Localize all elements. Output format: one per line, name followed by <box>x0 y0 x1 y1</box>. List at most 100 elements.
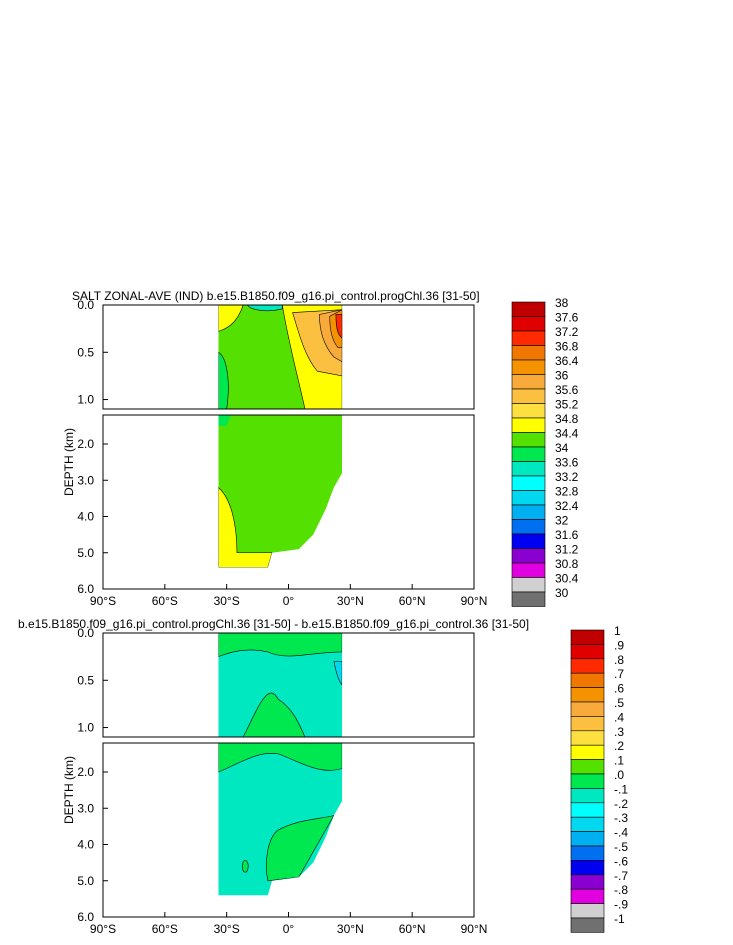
y-tick-label: 0.0 <box>77 298 94 312</box>
colorbar-label: 31.6 <box>555 528 579 542</box>
colorbar-swatch <box>570 759 605 775</box>
y-axis-label: DEPTH (km) <box>62 428 76 496</box>
colorbar-label: 33.6 <box>555 456 579 470</box>
diff-neg-patch <box>333 661 343 686</box>
contour-plot-1: SALT ZONAL-AVE (IND) b.e15.B1850.f09_g16… <box>62 289 579 608</box>
x-tick-label: 90°N <box>461 922 488 936</box>
colorbar-swatch <box>511 388 546 404</box>
colorbar-label: 32.8 <box>555 485 579 499</box>
y-tick-label: 3.0 <box>77 473 94 487</box>
colorbar-label: 1 <box>614 624 621 638</box>
colorbar-label: 35.2 <box>555 398 579 412</box>
colorbar-swatch <box>511 490 546 506</box>
colorbar-label: 34.4 <box>555 427 579 441</box>
salt-contour-372 <box>335 314 343 339</box>
x-tick-label: 60°S <box>152 594 178 608</box>
colorbar-swatch <box>511 301 546 317</box>
colorbar-label: 37.2 <box>555 325 579 339</box>
colorbar-swatch <box>511 374 546 390</box>
colorbar-swatch <box>511 562 546 578</box>
colorbar-swatch <box>570 816 605 832</box>
colorbar-label: 38 <box>555 296 569 310</box>
colorbar-label: 32 <box>555 514 569 528</box>
colorbar-swatch <box>511 359 546 375</box>
diff-deep-lower <box>266 815 335 882</box>
y-tick-label: 1.0 <box>77 393 94 407</box>
colorbar-label: .2 <box>614 739 624 753</box>
x-tick-label: 90°N <box>461 594 488 608</box>
colorbar-swatch <box>570 730 605 746</box>
y-tick-label: 2.0 <box>77 437 94 451</box>
colorbar: 3837.637.236.836.43635.635.234.834.43433… <box>511 296 579 607</box>
colorbar-label: -.8 <box>614 883 628 897</box>
colorbar-label: 36.8 <box>555 340 579 354</box>
upper-panel-frame <box>102 304 475 410</box>
lower-panel-fill <box>218 743 343 896</box>
colorbar-label: -.5 <box>614 840 628 854</box>
colorbar-label: 36 <box>555 369 569 383</box>
diff-deep-upper <box>218 743 343 773</box>
y-tick-label: 0.5 <box>77 673 94 687</box>
colorbar-label: 34 <box>555 441 569 455</box>
colorbar-swatch <box>511 403 546 419</box>
colorbar-label: .4 <box>614 710 624 724</box>
y-tick-label: 1.0 <box>77 721 94 735</box>
x-tick-label: 0° <box>283 922 295 936</box>
x-tick-label: 90°S <box>90 594 116 608</box>
colorbar-label: 35.6 <box>555 383 579 397</box>
diff-contour-0-b <box>242 692 306 737</box>
x-tick-label: 90°S <box>90 922 116 936</box>
colorbar-swatch <box>570 716 605 732</box>
chart-title: b.e15.B1850.f09_g16.pi_control.progChl.3… <box>18 617 529 631</box>
lower-panel-fill <box>218 415 343 568</box>
salt-fresh-surface <box>246 305 283 312</box>
y-tick-label: 0.5 <box>77 345 94 359</box>
colorbar-swatch <box>570 903 605 919</box>
colorbar-swatch <box>570 629 605 645</box>
x-tick-label: 30°N <box>337 922 364 936</box>
upper-panel-fill <box>218 633 343 737</box>
colorbar-swatch <box>570 687 605 703</box>
colorbar-label: .0 <box>614 768 624 782</box>
colorbar: 1.9.8.7.6.5.4.3.2.1.0-.1-.2-.3-.4-.5-.6-… <box>570 624 628 933</box>
salt-deep-base <box>218 415 343 568</box>
colorbar-label: 33.2 <box>555 470 579 484</box>
colorbar-swatch <box>570 831 605 847</box>
colorbar-label: 37.6 <box>555 311 579 325</box>
colorbar-swatch <box>570 701 605 717</box>
colorbar-label: -.3 <box>614 811 628 825</box>
colorbar-label: 34.8 <box>555 412 579 426</box>
diff-contour-0 <box>218 633 343 657</box>
colorbar-label: -.7 <box>614 869 628 883</box>
x-tick-label: 30°S <box>214 594 240 608</box>
colorbar-label: -.2 <box>614 797 628 811</box>
colorbar-label: .7 <box>614 667 624 681</box>
colorbar-swatch <box>511 577 546 593</box>
colorbar-swatch <box>511 461 546 477</box>
colorbar-swatch <box>570 788 605 804</box>
colorbar-swatch <box>570 860 605 876</box>
y-tick-label: 4.0 <box>77 838 94 852</box>
colorbar-swatch <box>570 874 605 890</box>
colorbar-label: -.1 <box>614 782 628 796</box>
colorbar-swatch <box>570 802 605 818</box>
colorbar-swatch <box>511 519 546 535</box>
colorbar-swatch <box>570 845 605 861</box>
colorbar-swatch <box>570 888 605 904</box>
colorbar-swatch <box>511 475 546 491</box>
salt-contour-344 <box>218 351 229 409</box>
chart-title: SALT ZONAL-AVE (IND) b.e15.B1850.f09_g16… <box>72 289 480 303</box>
colorbar-label: .1 <box>614 754 624 768</box>
colorbar-swatch <box>511 533 546 549</box>
y-tick-label: 4.0 <box>77 510 94 524</box>
upper-panel-frame <box>102 632 475 738</box>
colorbar-swatch <box>511 330 546 346</box>
colorbar-swatch <box>570 917 605 933</box>
colorbar-label: 32.4 <box>555 499 579 513</box>
colorbar-label: .9 <box>614 638 624 652</box>
colorbar-label: 36.4 <box>555 354 579 368</box>
salt-deep-patch <box>218 415 231 426</box>
x-tick-label: 60°N <box>399 922 426 936</box>
colorbar-label: 30 <box>555 586 569 600</box>
